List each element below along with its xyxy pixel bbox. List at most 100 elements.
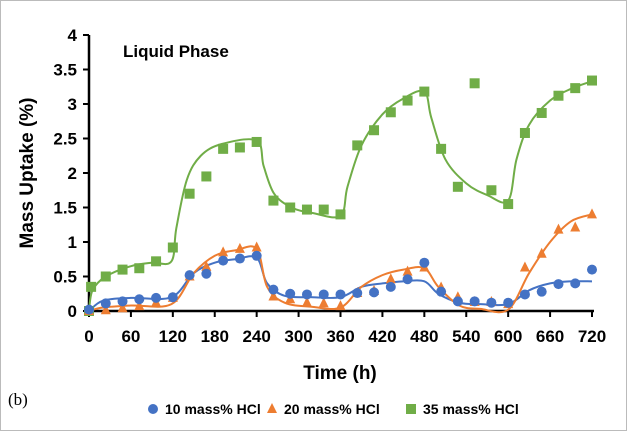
- data-point-10-mass-hcl: [84, 304, 94, 315]
- data-point-35-mass-hcl: [452, 181, 463, 192]
- x-tick-label: 420: [368, 327, 396, 346]
- data-point-20-mass-hcl: [519, 261, 530, 272]
- data-point-10-mass-hcl: [469, 296, 480, 307]
- y-tick-label: 1: [68, 233, 77, 252]
- data-point-20-mass-hcl: [570, 221, 581, 232]
- data-point-35-mass-hcl: [201, 171, 212, 182]
- data-point-10-mass-hcl: [318, 289, 329, 300]
- data-point-10-mass-hcl: [285, 288, 296, 299]
- data-point-20-mass-hcl: [385, 273, 396, 284]
- x-tick-label: 0: [84, 327, 93, 346]
- data-point-35-mass-hcl: [268, 195, 279, 206]
- data-point-35-mass-hcl: [134, 263, 145, 274]
- x-tick-label: 600: [494, 327, 522, 346]
- data-point-35-mass-hcl: [184, 188, 195, 199]
- data-point-10-mass-hcl: [503, 297, 514, 308]
- legend: 10 mass% HCl 20 mass% HCl 35 mass% HCl: [148, 401, 519, 417]
- data-point-20-mass-hcl: [402, 265, 413, 276]
- data-point-20-mass-hcl: [251, 241, 262, 252]
- data-point-10-mass-hcl: [301, 289, 312, 300]
- data-point-10-mass-hcl: [352, 288, 363, 299]
- data-point-10-mass-hcl: [234, 253, 245, 264]
- data-point-20-mass-hcl: [268, 290, 279, 301]
- x-axis-label: Time (h): [303, 363, 377, 384]
- y-tick-label: 1.5: [53, 199, 77, 218]
- data-point-10-mass-hcl: [251, 250, 262, 261]
- panel-label: (b): [8, 390, 28, 409]
- data-point-10-mass-hcl: [436, 286, 447, 297]
- data-point-10-mass-hcl: [201, 268, 212, 279]
- data-point-10-mass-hcl: [486, 297, 497, 308]
- data-point-35-mass-hcl: [486, 185, 497, 196]
- data-point-10-mass-hcl: [218, 255, 229, 266]
- data-point-10-mass-hcl: [151, 292, 162, 303]
- fit-curve-35-mass-hcl: [88, 80, 593, 312]
- legend-label-20-mass-hcl: 20 mass% HCl: [284, 401, 380, 417]
- data-point-20-mass-hcl: [301, 296, 312, 307]
- data-point-35-mass-hcl: [167, 242, 178, 253]
- legend-marker-20-mass-hcl: [267, 403, 277, 413]
- data-point-35-mass-hcl: [469, 78, 480, 89]
- data-point-10-mass-hcl: [268, 284, 279, 295]
- data-point-35-mass-hcl: [570, 83, 581, 94]
- data-point-10-mass-hcl: [587, 264, 597, 275]
- data-point-10-mass-hcl: [536, 286, 547, 297]
- y-tick-label: 3.5: [53, 61, 77, 80]
- legend-marker-10-mass-hcl: [148, 404, 158, 414]
- data-point-10-mass-hcl: [402, 274, 413, 285]
- data-point-35-mass-hcl: [335, 209, 346, 220]
- data-point-10-mass-hcl: [419, 257, 430, 268]
- data-point-35-mass-hcl: [385, 107, 396, 118]
- legend-marker-35-mass-hcl: [406, 404, 416, 414]
- data-point-35-mass-hcl: [503, 199, 514, 210]
- legend-label-35-mass-hcl: 35 mass% HCl: [423, 401, 519, 417]
- data-point-35-mass-hcl: [436, 143, 447, 154]
- data-point-35-mass-hcl: [100, 271, 111, 282]
- y-tick-label: 0: [68, 302, 77, 321]
- data-point-35-mass-hcl: [519, 127, 530, 138]
- data-point-20-mass-hcl: [234, 242, 245, 253]
- data-point-10-mass-hcl: [385, 281, 396, 292]
- data-point-35-mass-hcl: [369, 125, 380, 136]
- y-tick-label: 0.5: [53, 268, 77, 287]
- y-axis-label: Mass Uptake (%): [17, 98, 38, 249]
- data-point-35-mass-hcl: [352, 140, 363, 151]
- data-point-35-mass-hcl: [318, 204, 329, 215]
- legend-label-10-mass-hcl: 10 mass% HCl: [165, 401, 261, 417]
- data-point-35-mass-hcl: [419, 86, 430, 97]
- data-point-10-mass-hcl: [369, 287, 380, 298]
- data-point-10-mass-hcl: [167, 292, 178, 303]
- x-tick-label: 300: [284, 327, 312, 346]
- x-tick-label: 120: [159, 327, 187, 346]
- fit-curves: [88, 80, 593, 314]
- data-point-20-mass-hcl: [117, 302, 128, 313]
- x-tick-label: 360: [326, 327, 354, 346]
- data-point-10-mass-hcl: [452, 296, 463, 307]
- data-point-35-mass-hcl: [285, 202, 296, 213]
- data-point-20-mass-hcl: [201, 260, 212, 271]
- y-tick-label: 2: [68, 164, 77, 183]
- data-point-35-mass-hcl: [218, 143, 229, 154]
- data-point-35-mass-hcl: [151, 256, 162, 267]
- data-point-35-mass-hcl: [587, 75, 597, 86]
- data-point-10-mass-hcl: [570, 278, 581, 289]
- x-tick-label: 540: [452, 327, 480, 346]
- data-point-35-mass-hcl: [86, 281, 97, 292]
- data-point-10-mass-hcl: [117, 296, 128, 307]
- data-point-10-mass-hcl: [100, 298, 111, 309]
- data-point-10-mass-hcl: [184, 270, 195, 281]
- data-points: [84, 75, 597, 316]
- data-point-20-mass-hcl: [335, 300, 346, 311]
- x-tick-label: 240: [242, 327, 270, 346]
- annotation-liquid-phase: Liquid Phase: [123, 42, 229, 61]
- y-tick-label: 3: [68, 95, 77, 114]
- data-point-10-mass-hcl: [553, 279, 564, 290]
- x-tick-label: 720: [578, 327, 606, 346]
- x-tick-label: 180: [201, 327, 229, 346]
- y-tick-label: 4: [68, 26, 78, 45]
- data-point-35-mass-hcl: [117, 264, 128, 275]
- data-point-35-mass-hcl: [536, 107, 547, 118]
- data-point-20-mass-hcl: [134, 300, 145, 311]
